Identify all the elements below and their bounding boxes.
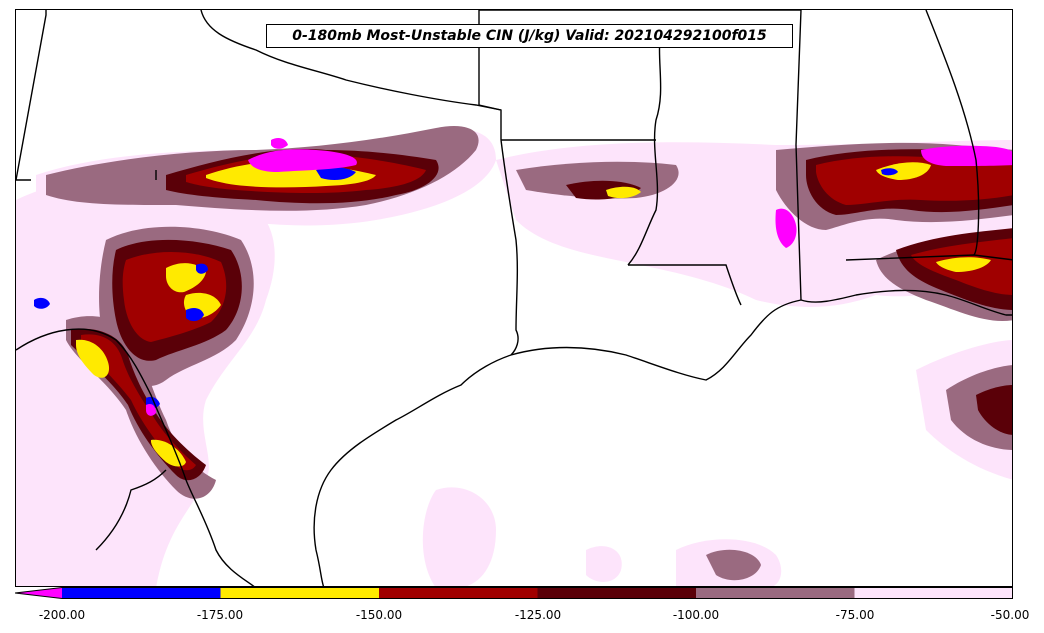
mississippi-river xyxy=(627,29,662,266)
colorbar-outline xyxy=(15,587,1013,599)
tick-label-minus-150: -150.00 xyxy=(355,608,403,622)
sabine-river xyxy=(500,139,519,356)
tick-label-minus-175: -175.00 xyxy=(196,608,244,622)
tick-label-minus-50: -50.00 xyxy=(990,608,1030,622)
colorbar-bin-6 xyxy=(854,587,1013,599)
tick-label-minus-125: -125.00 xyxy=(514,608,562,622)
louisiana-coastline xyxy=(510,289,1012,381)
red-river xyxy=(16,170,157,181)
oklahoma-north-border xyxy=(200,10,502,111)
texas-panhandle-west-line xyxy=(16,10,47,181)
map-title: 0-180mb Most-Unstable CIN (J/kg) Valid: … xyxy=(266,24,793,48)
boundaries xyxy=(16,10,1012,586)
tick-label-minus-100: -100.00 xyxy=(672,608,720,622)
cin-shading-magenta xyxy=(146,137,1012,416)
mexico-state-line xyxy=(95,469,167,551)
colorbar-bin-3 xyxy=(379,587,538,599)
gulf-coastline xyxy=(313,354,512,586)
cin-map xyxy=(16,10,1012,586)
colorbar-bin-5 xyxy=(696,587,855,599)
tick-label-minus-75: -75.00 xyxy=(835,608,875,622)
florida-line xyxy=(845,254,1012,261)
tick-label-minus-200: -200.00 xyxy=(38,608,86,622)
colorbar-bin-0 xyxy=(15,587,62,599)
rio-grande xyxy=(16,328,255,586)
colorbar-bin-4 xyxy=(537,587,696,599)
mississippi-alabama-line xyxy=(795,10,802,301)
louisiana-mississippi-line xyxy=(628,264,742,306)
map-panel: 0-180mb Most-Unstable CIN (J/kg) Valid: … xyxy=(15,9,1013,587)
colorbar xyxy=(15,587,1013,599)
colorbar-bin-1 xyxy=(62,587,221,599)
alabama-georgia-line xyxy=(925,10,980,256)
arkansas-texas-border xyxy=(478,10,502,140)
colorbar-bin-2 xyxy=(220,587,379,599)
cin-shading-yellow xyxy=(76,161,991,467)
